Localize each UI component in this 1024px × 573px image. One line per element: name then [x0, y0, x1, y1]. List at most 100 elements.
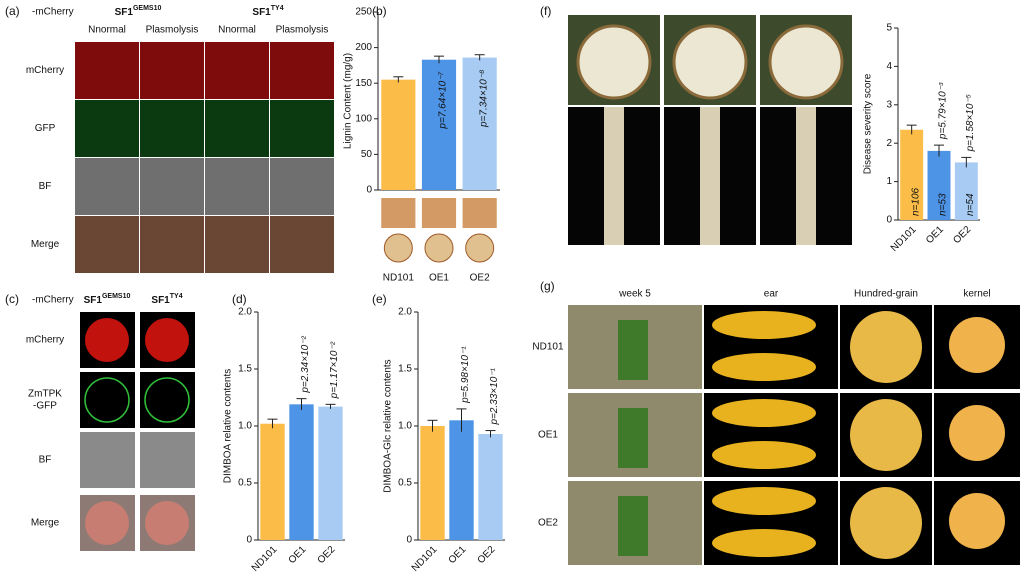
- plant: [618, 496, 648, 556]
- image: [205, 216, 269, 273]
- row-label: BF: [39, 455, 52, 466]
- panel-a-group-sup: GEMS10: [133, 5, 162, 12]
- y-axis-label: Lignin Content (mg/g): [343, 53, 354, 149]
- column-label: ear: [764, 289, 779, 300]
- bar: [260, 423, 285, 540]
- p-value: p=2.33×10⁻¹: [489, 367, 500, 425]
- bar: [927, 150, 951, 220]
- panel-a-group-base: SF1: [115, 7, 134, 18]
- y-tick-label: 1.0: [238, 421, 252, 432]
- panel-a-group-base: SF1: [252, 7, 271, 18]
- panel-c-group: SF1TY4: [151, 293, 182, 306]
- bar: [449, 420, 474, 540]
- image: [140, 216, 204, 273]
- bar: [318, 406, 343, 540]
- image: [270, 42, 334, 99]
- section: [465, 233, 495, 263]
- image: [140, 42, 204, 99]
- cell: [85, 318, 129, 362]
- cell: [145, 501, 189, 545]
- row-label: OE1: [538, 430, 558, 441]
- y-tick-label: 0: [366, 185, 372, 196]
- image: [75, 100, 139, 157]
- x-tick-label: ND101: [383, 273, 415, 284]
- image: [270, 216, 334, 273]
- panel-c-group-base: SF1: [84, 295, 103, 306]
- ear: [712, 399, 816, 427]
- bar: [289, 404, 314, 540]
- image: [140, 372, 195, 428]
- panel-label: (d): [232, 292, 247, 306]
- y-axis-label: Disease severity score: [863, 73, 874, 174]
- p-value: p=2.34×10⁻²: [300, 336, 311, 394]
- row-label: BF: [39, 181, 52, 192]
- y-tick-label: 1.0: [398, 421, 412, 432]
- panel-a-group: SF1GEMS10: [115, 5, 162, 18]
- bar: [420, 426, 445, 540]
- n-label: n=54: [965, 193, 976, 216]
- p-value: p=7.64×10⁻⁷: [438, 72, 449, 130]
- y-tick-label: 2: [886, 138, 892, 149]
- kernels: [949, 317, 1005, 373]
- y-tick-label: 250: [355, 7, 372, 18]
- kernels: [949, 493, 1005, 549]
- y-tick-label: 150: [355, 78, 372, 89]
- x-tick-label: OE1: [429, 273, 449, 284]
- row-label: -GFP: [33, 401, 57, 412]
- row-label: OE2: [538, 518, 558, 529]
- panel-c-group-sup: TY4: [170, 293, 183, 300]
- bar: [462, 57, 497, 191]
- image: [421, 198, 457, 228]
- cell: [85, 501, 129, 545]
- column-label: Hundred-grain: [854, 289, 918, 300]
- p-value: p=5.98×10⁻¹: [460, 346, 471, 404]
- column-label: kernel: [963, 289, 990, 300]
- panel-a-group-sup: TY4: [271, 5, 284, 12]
- y-tick-label: 4: [886, 61, 892, 72]
- panel-c-tag: -mCherry: [32, 295, 74, 306]
- panel-label: (g): [540, 279, 555, 293]
- ear: [712, 529, 816, 557]
- y-tick-label: 0: [246, 535, 252, 546]
- image: [270, 158, 334, 215]
- cell: [144, 377, 190, 423]
- ear: [712, 311, 816, 339]
- row-label: ZmTPK: [28, 389, 62, 400]
- image: [75, 42, 139, 99]
- panel-label: (b): [372, 4, 387, 18]
- y-tick-label: 5: [886, 23, 892, 34]
- grains: [850, 311, 922, 383]
- n-label: n=53: [938, 193, 949, 216]
- y-tick-label: 0.5: [238, 478, 252, 489]
- image: [205, 42, 269, 99]
- section: [383, 233, 413, 263]
- image: [140, 158, 204, 215]
- bar: [900, 129, 924, 220]
- grains: [850, 487, 922, 559]
- panel-label: (e): [372, 292, 387, 306]
- row-label: GFP: [35, 123, 56, 134]
- image: [75, 216, 139, 273]
- stalk-section: [768, 24, 844, 100]
- y-tick-label: 2.0: [398, 307, 412, 318]
- bar: [421, 59, 457, 191]
- row-label: Merge: [31, 239, 60, 250]
- image: [140, 100, 204, 157]
- image: [80, 372, 135, 428]
- y-tick-label: 0.5: [398, 478, 412, 489]
- panel-a-group: SF1TY4: [252, 5, 283, 18]
- stalk: [796, 107, 816, 245]
- ear: [712, 353, 816, 381]
- column-label: week 5: [618, 289, 651, 300]
- stalk: [700, 107, 720, 245]
- column-label: Plasmolysis: [276, 25, 329, 36]
- y-tick-label: 1: [886, 176, 892, 187]
- kernels: [949, 405, 1005, 461]
- n-label: n=106: [910, 187, 921, 216]
- section: [424, 233, 454, 263]
- row-label: mCherry: [26, 65, 64, 76]
- cell: [84, 377, 130, 423]
- y-axis-label: DIMBOA-Glc relative contents: [383, 359, 394, 492]
- row-label: ND101: [532, 342, 564, 353]
- ear: [712, 487, 816, 515]
